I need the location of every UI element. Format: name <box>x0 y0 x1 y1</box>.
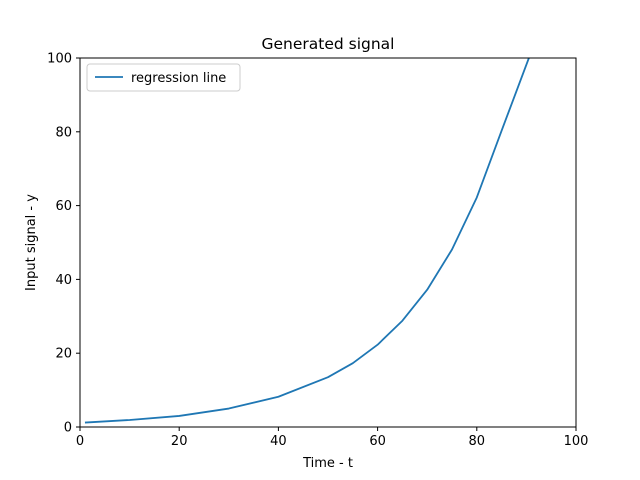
y-axis-label: Input signal - y <box>24 194 39 291</box>
y-tick-label: 40 <box>55 273 72 288</box>
x-tick-label: 40 <box>270 434 287 449</box>
legend-box <box>86 63 241 92</box>
tick-layer: 0 20 40 60 80 100 0 20 40 60 80 100 <box>47 52 588 450</box>
y-tick-label: 80 <box>55 125 72 140</box>
y-tick-label: 20 <box>55 347 72 362</box>
chart-title: Generated signal <box>261 35 394 53</box>
x-tick-label: 100 <box>564 434 589 449</box>
series-line-0 <box>84 58 530 424</box>
legend-label: regression line <box>131 71 226 86</box>
x-tick-label: 0 <box>76 434 84 449</box>
plot-frame <box>79 57 577 428</box>
x-axis-label: Time - t <box>302 456 353 471</box>
x-tick-label: 60 <box>369 434 386 449</box>
x-tick-label: 80 <box>469 434 486 449</box>
series-layer <box>84 58 530 424</box>
y-tick-label: 100 <box>47 52 72 67</box>
y-tick-label: 60 <box>55 199 72 214</box>
y-tick-label: 0 <box>64 421 72 436</box>
x-tick-label: 20 <box>171 434 188 449</box>
legend: regression line <box>86 63 241 92</box>
